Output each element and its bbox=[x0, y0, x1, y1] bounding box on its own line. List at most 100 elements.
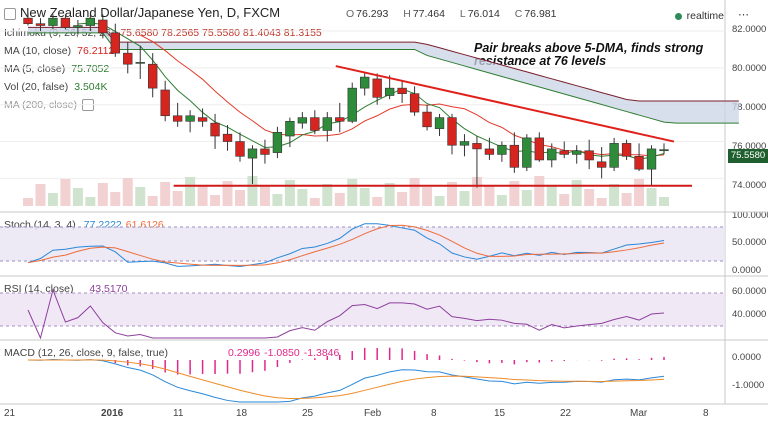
macd-tick: 0.0000 bbox=[732, 352, 762, 363]
price-tick: 78.0000 bbox=[732, 102, 767, 113]
candle-body bbox=[210, 122, 220, 137]
rsi-legend[interactable]: RSI (14, close) 43.5170 bbox=[4, 283, 128, 295]
chart-header: New Zealand Dollar/Japanese Yen, D, FXCM bbox=[4, 5, 280, 20]
volume-bar bbox=[471, 177, 482, 206]
ichimoku-span-b bbox=[28, 26, 739, 102]
candle-body bbox=[197, 117, 208, 122]
menu-dots-icon[interactable]: ⋯ bbox=[738, 9, 749, 21]
volume-legend[interactable]: Vol (20, false) 3.504K bbox=[4, 81, 108, 93]
volume-bar bbox=[347, 179, 358, 206]
macd-legend[interactable]: MACD (12, 26, close, 9, false, true) 0.29… bbox=[4, 347, 340, 359]
volume-bar bbox=[110, 192, 121, 206]
candle-body bbox=[297, 117, 308, 124]
ma10-legend[interactable]: MA (10, close) 76.2112 bbox=[4, 45, 115, 57]
time-tick: 22 bbox=[560, 408, 572, 419]
ohlc-readout: O 76.293 H 77.464 L 76.014 C 76.981 bbox=[346, 8, 568, 20]
candle-body bbox=[509, 144, 520, 168]
volume-bar bbox=[172, 191, 183, 206]
ohlc-close: C 76.981 bbox=[514, 8, 557, 20]
time-tick: 8 bbox=[703, 408, 709, 419]
volume-bar bbox=[422, 187, 433, 206]
volume-bar bbox=[484, 186, 495, 206]
time-tick: 15 bbox=[494, 408, 506, 419]
price-tick: 74.0000 bbox=[732, 180, 767, 191]
ichimoku-cloud bbox=[28, 27, 739, 124]
time-tick: 25 bbox=[302, 408, 314, 419]
candle-body bbox=[572, 150, 582, 155]
rsi-line bbox=[27, 288, 665, 340]
volume-bar bbox=[434, 196, 445, 206]
volume-bar bbox=[459, 191, 470, 206]
volume-bar bbox=[534, 176, 545, 206]
volume-bar bbox=[409, 178, 420, 206]
volume-bar bbox=[559, 194, 570, 206]
volume-bar bbox=[47, 193, 58, 206]
macd-tick: -1.0000 bbox=[732, 380, 765, 391]
volume-bar bbox=[297, 189, 308, 206]
candle-body bbox=[260, 148, 270, 155]
volume-bar bbox=[509, 181, 520, 206]
volume-bar bbox=[160, 182, 171, 206]
price-tick: 80.0000 bbox=[732, 63, 767, 74]
volume-bar bbox=[621, 193, 632, 206]
stoch-tick: 50.0000 bbox=[732, 237, 767, 248]
volume-bar bbox=[397, 192, 408, 206]
volume-bar bbox=[272, 194, 283, 206]
candle-body bbox=[547, 148, 557, 161]
volume-bar bbox=[584, 189, 595, 206]
volume-bar bbox=[72, 188, 83, 206]
visibility-eye-icon[interactable] bbox=[81, 99, 94, 112]
candle-body bbox=[360, 76, 370, 89]
candle-body bbox=[559, 150, 569, 155]
stoch-tick: 0.0000 bbox=[732, 265, 762, 276]
candle-body bbox=[584, 150, 594, 161]
macd-signal-line bbox=[27, 359, 665, 399]
volume-bar bbox=[447, 182, 457, 206]
candle-body bbox=[110, 32, 120, 54]
time-tick: 18 bbox=[236, 408, 248, 419]
volume-bar bbox=[284, 180, 295, 206]
candle-body bbox=[434, 117, 445, 129]
candle-body bbox=[123, 52, 133, 65]
volume-bar bbox=[496, 195, 507, 206]
volume-bar bbox=[372, 197, 383, 206]
candle-body bbox=[185, 115, 195, 122]
candle-body bbox=[472, 143, 482, 150]
resistance-trendline bbox=[335, 65, 675, 143]
candle-body bbox=[222, 133, 233, 142]
ma5-legend[interactable]: MA (5, close) 75.7052 bbox=[4, 63, 110, 75]
volume-bar bbox=[384, 183, 395, 206]
symbol-title: New Zealand Dollar/Japanese Yen, D, FXCM bbox=[20, 5, 281, 20]
candle-body bbox=[247, 148, 258, 159]
rsi-tick: 40.0000 bbox=[732, 309, 767, 320]
volume-bar bbox=[521, 190, 532, 206]
candle-body bbox=[235, 141, 245, 157]
stoch-tick: 100.0000 bbox=[732, 210, 768, 221]
candle-body bbox=[98, 19, 108, 34]
macd-line bbox=[27, 359, 665, 403]
volume-bar bbox=[646, 188, 657, 206]
candle-body bbox=[372, 78, 382, 98]
candle-body bbox=[310, 117, 320, 131]
time-tick: 21 bbox=[4, 408, 16, 419]
candle-body bbox=[634, 155, 644, 170]
candle-body bbox=[85, 17, 96, 26]
volume-bar bbox=[97, 183, 108, 206]
volume-bar bbox=[85, 197, 96, 206]
stoch-band bbox=[0, 227, 725, 261]
candle-body bbox=[272, 132, 283, 153]
candle-body bbox=[534, 137, 544, 161]
candle-body bbox=[397, 87, 407, 94]
candle-body bbox=[447, 117, 457, 146]
volume-bar bbox=[235, 190, 245, 206]
collapse-icon[interactable] bbox=[4, 7, 16, 20]
candle-body bbox=[522, 137, 532, 168]
volume-bar bbox=[596, 198, 607, 206]
volume-bar bbox=[359, 188, 370, 206]
chart-annotation: Pair breaks above 5-DMA, finds strong re… bbox=[474, 41, 704, 68]
volume-bar bbox=[23, 198, 33, 206]
volume-bar bbox=[185, 177, 196, 206]
time-tick: 11 bbox=[173, 408, 184, 419]
realtime-indicator[interactable]: realtime bbox=[675, 10, 724, 22]
